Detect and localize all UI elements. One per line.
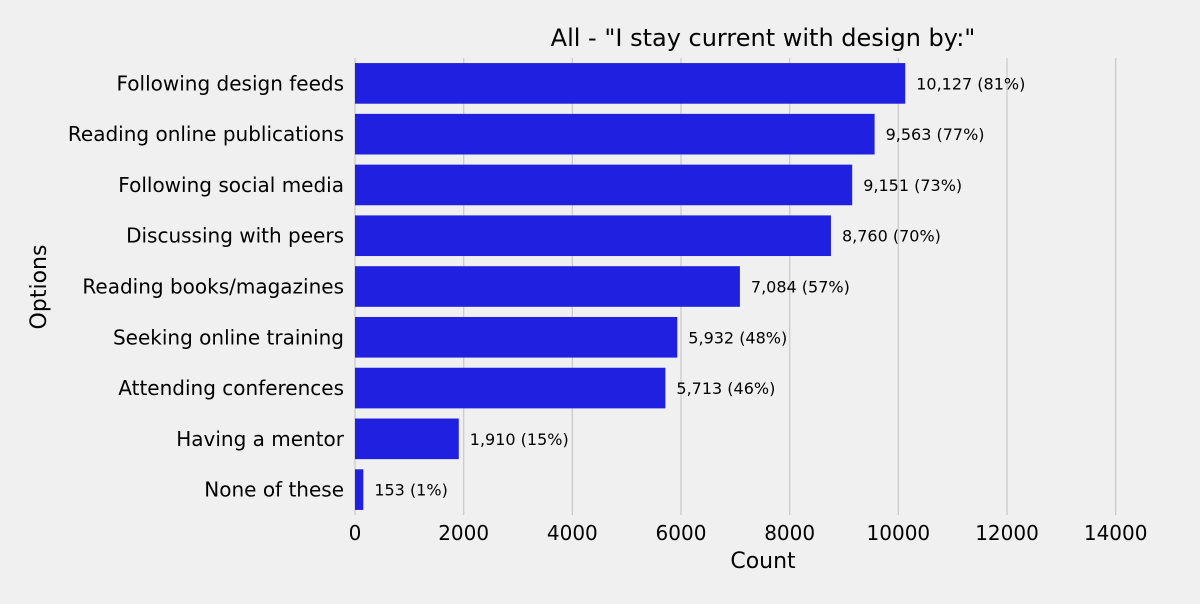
data-label: 5,932 (48%) (688, 328, 787, 347)
data-label: 9,151 (73%) (863, 176, 962, 195)
bar (355, 367, 666, 409)
x-tick-label: 14000 (1084, 521, 1148, 545)
data-label: 153 (1%) (374, 481, 448, 500)
data-label: 9,563 (77%) (886, 125, 985, 144)
x-axis-label: Count (730, 549, 796, 574)
y-tick-label: Reading online publications (68, 122, 344, 146)
bar (355, 266, 740, 307)
x-tick-label: 10000 (867, 521, 931, 545)
x-tick-label: 2000 (438, 521, 489, 545)
x-tick-label: 12000 (975, 521, 1039, 545)
data-label: 10,127 (81%) (916, 74, 1025, 93)
y-tick-label: None of these (204, 478, 344, 502)
y-tick-label: Discussing with peers (126, 224, 344, 248)
chart-title: All - "I stay current with design by:" (551, 24, 976, 52)
data-label: 8,760 (70%) (842, 227, 941, 246)
y-tick-label: Attending conferences (118, 376, 344, 400)
bar (355, 113, 875, 155)
y-axis-label: Options (27, 245, 52, 330)
data-labels: 10,127 (81%) 9,563 (77%) 9,151 (73%) 8,760 … (374, 74, 1025, 499)
y-tick-label: Having a mentor (176, 427, 345, 451)
bars (355, 63, 906, 510)
bar (355, 215, 831, 257)
x-tick-label: 6000 (656, 521, 707, 545)
bar (355, 469, 364, 510)
bar (355, 316, 678, 358)
y-tick-label: Following social media (118, 173, 344, 197)
bar (355, 63, 906, 104)
x-tick-label: 0 (349, 521, 362, 545)
data-label: 7,084 (57%) (751, 278, 850, 297)
y-tick-label: Seeking online training (113, 325, 344, 349)
bar (355, 164, 853, 206)
data-label: 1,910 (15%) (470, 430, 569, 449)
x-tick-label: 4000 (547, 521, 598, 545)
y-tick-labels: Following design feeds Reading online pub… (68, 71, 345, 501)
data-label: 5,713 (46%) (676, 379, 775, 398)
bar (355, 418, 459, 460)
x-tick-label: 8000 (764, 521, 815, 545)
x-tick-labels: 0 2000 4000 6000 8000 10000 12000 14000 (349, 521, 1148, 545)
y-tick-label: Following design feeds (117, 71, 345, 95)
y-tick-label: Reading books/magazines (82, 275, 344, 299)
